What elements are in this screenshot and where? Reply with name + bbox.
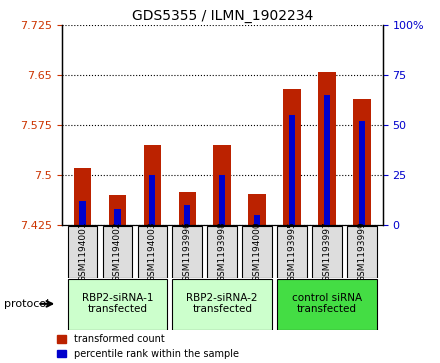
Text: GSM1193998: GSM1193998 xyxy=(218,221,227,282)
Bar xyxy=(103,226,132,278)
Bar xyxy=(318,72,336,225)
Text: control siRNA
transfected: control siRNA transfected xyxy=(292,293,362,314)
Text: GSM1193997: GSM1193997 xyxy=(323,221,331,282)
Text: RBP2-siRNA-2
transfected: RBP2-siRNA-2 transfected xyxy=(187,293,258,314)
Title: GDS5355 / ILMN_1902234: GDS5355 / ILMN_1902234 xyxy=(132,9,313,23)
Bar xyxy=(114,209,121,225)
Bar xyxy=(249,194,266,225)
Text: GSM1193996: GSM1193996 xyxy=(183,221,192,282)
Bar xyxy=(254,215,260,225)
Bar xyxy=(207,226,237,278)
Bar xyxy=(359,121,365,225)
Bar xyxy=(109,195,126,225)
Bar xyxy=(68,226,97,278)
Bar xyxy=(68,279,167,330)
Bar xyxy=(277,279,377,330)
Bar xyxy=(213,145,231,225)
Text: RBP2-siRNA-1
transfected: RBP2-siRNA-1 transfected xyxy=(82,293,153,314)
Bar xyxy=(353,99,370,225)
Bar xyxy=(80,201,86,225)
Bar xyxy=(242,226,272,278)
Text: GSM1194000: GSM1194000 xyxy=(253,221,262,282)
Bar xyxy=(172,226,202,278)
Bar xyxy=(312,226,342,278)
Text: GSM1194001: GSM1194001 xyxy=(78,221,87,282)
Text: protocol: protocol xyxy=(4,299,50,309)
Bar xyxy=(347,226,377,278)
Bar xyxy=(179,192,196,225)
Text: GSM1194002: GSM1194002 xyxy=(113,221,122,282)
Bar xyxy=(283,89,301,225)
Text: GSM1194003: GSM1194003 xyxy=(148,221,157,282)
Text: GSM1193999: GSM1193999 xyxy=(357,221,367,282)
Bar xyxy=(289,115,295,225)
Bar xyxy=(149,175,155,225)
Bar xyxy=(172,279,272,330)
Text: GSM1193995: GSM1193995 xyxy=(287,221,297,282)
Bar xyxy=(143,145,161,225)
Bar xyxy=(74,168,91,225)
Bar xyxy=(219,175,225,225)
Bar xyxy=(277,226,307,278)
Bar xyxy=(184,205,191,225)
Bar xyxy=(138,226,167,278)
Legend: transformed count, percentile rank within the sample: transformed count, percentile rank withi… xyxy=(53,330,243,363)
Bar xyxy=(324,95,330,225)
